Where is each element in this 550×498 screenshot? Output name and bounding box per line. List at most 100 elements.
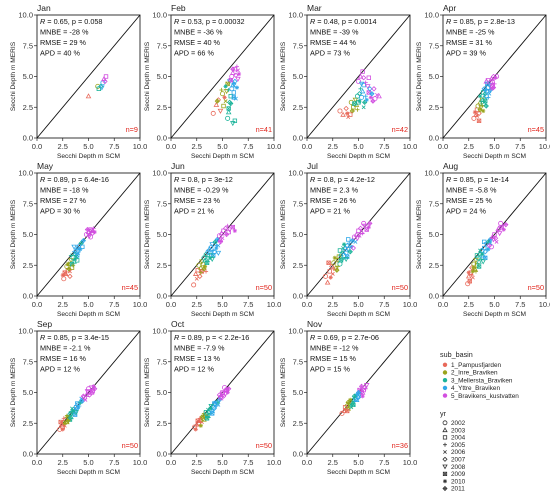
data-point (216, 402, 221, 407)
data-point (219, 91, 225, 97)
data-point (206, 258, 211, 263)
panel-nov: Nov 0.00.0 2.5 2.5 5.0 5.0 7.5 7.5 10.0 10.0 Secch… (280, 319, 417, 476)
data-point (96, 86, 101, 91)
data-point (492, 232, 497, 237)
data-point (489, 234, 496, 240)
data-point (68, 411, 74, 416)
data-point (480, 103, 485, 109)
data-point (68, 253, 74, 258)
data-point (353, 239, 358, 244)
data-point (345, 399, 351, 406)
data-point (363, 80, 368, 85)
data-point (476, 258, 482, 264)
x-tick-label: 7.5 (379, 142, 389, 151)
data-point (471, 115, 477, 121)
legend-title-yr: yr (440, 409, 447, 418)
data-point (331, 260, 337, 266)
legend-year-label: 2006 (451, 449, 466, 456)
stat-r: R = 0.8, p = 3e-12 (174, 175, 233, 184)
sample-count: n=50 (122, 441, 138, 450)
data-point (70, 406, 74, 411)
y-tick-label: 2.5 (23, 419, 33, 428)
stat-r: R = 0.8, p = 4.2e-12 (310, 175, 375, 184)
stat-rmse: RMSE = 29 % (40, 38, 87, 47)
sample-count: n=9 (126, 125, 138, 134)
x-axis-label: Secchi Depth m SCM (327, 311, 390, 318)
x-tick-label: 7.5 (109, 300, 119, 309)
stat-rmse: RMSE = 15 % (310, 354, 357, 363)
y-tick-label: 7.5 (23, 41, 33, 50)
data-point (324, 279, 331, 285)
data-point (355, 389, 362, 396)
y-tick-label: 7.5 (293, 199, 303, 208)
data-point (226, 386, 232, 392)
y-tick-label: 10.0 (288, 169, 303, 178)
data-point (191, 282, 197, 288)
data-point (363, 383, 370, 389)
y-tick-label: 0.0 (293, 450, 303, 459)
data-point (355, 107, 360, 112)
legend-sub-basin-label: 3_Mellersta_Braviken (451, 377, 513, 384)
stat-rmse: RMSE = 31 % (446, 38, 493, 47)
stat-mnbe: MNBE = -7.9 % (174, 344, 225, 353)
sample-count: n=45 (122, 283, 138, 292)
x-tick-label: 10.0 (403, 142, 418, 151)
stat-apd: APD = 21 % (310, 207, 350, 216)
data-point (61, 276, 67, 282)
panel-title: May (37, 161, 54, 171)
data-point (346, 237, 351, 242)
data-point (349, 244, 354, 249)
y-axis-label: Secchi Depth m MERIS (144, 357, 151, 427)
data-point (229, 86, 235, 92)
y-tick-label: 10.0 (18, 169, 33, 178)
data-point (71, 244, 77, 250)
x-axis-label: Secchi Depth m SCM (57, 469, 120, 476)
y-tick-label: 2.5 (157, 419, 167, 428)
identity-line (170, 330, 275, 455)
data-point (219, 391, 226, 397)
data-point (65, 261, 70, 267)
x-axis-label: Secchi Depth m SCM (191, 311, 254, 318)
y-tick-label: 0.0 (293, 292, 303, 301)
y-tick-label: 2.5 (23, 261, 33, 270)
stat-apd: APD = 73 % (310, 49, 350, 58)
data-point (465, 273, 472, 279)
data-point (485, 81, 490, 87)
x-tick-label: 0.0 (438, 142, 448, 151)
legend-year-label: 2005 (451, 442, 466, 449)
data-point (352, 97, 359, 103)
x-tick-label: 10.0 (133, 142, 148, 151)
data-point (65, 418, 71, 424)
data-point (194, 276, 199, 281)
y-tick-label: 5.0 (157, 72, 167, 81)
y-tick-label: 7.5 (23, 357, 33, 366)
data-point (360, 394, 365, 399)
data-point (84, 389, 91, 395)
sample-count: n=36 (392, 441, 408, 450)
panel-apr: Apr 0.00.0 2.5 2.5 5.0 5.0 7.5 7.5 10.0 10.0 Secch… (416, 3, 550, 160)
stat-r: R = 0.48, p = 0.0014 (310, 17, 377, 26)
panel-title: Feb (171, 3, 186, 13)
x-tick-label: 5.0 (217, 458, 227, 467)
legend-year-label: 2003 (451, 427, 466, 434)
data-point (222, 387, 229, 393)
data-point (86, 232, 91, 237)
data-point (503, 221, 509, 228)
y-tick-label: 7.5 (23, 199, 33, 208)
legend-swatch (442, 362, 448, 367)
data-point (99, 85, 105, 91)
legend-year-label: 2009 (451, 471, 466, 478)
data-point (481, 108, 486, 114)
x-tick-label: 5.0 (83, 300, 93, 309)
data-point (223, 84, 228, 89)
data-point (195, 267, 200, 273)
y-tick-label: 5.0 (157, 388, 167, 397)
y-axis-label: Secchi Depth m MERIS (416, 199, 423, 269)
y-tick-label: 5.0 (429, 230, 439, 239)
data-point (80, 244, 85, 249)
data-point (192, 270, 199, 276)
y-axis-label: Secchi Depth m MERIS (280, 199, 287, 269)
legend-year-marker (442, 427, 448, 433)
y-tick-label: 5.0 (429, 72, 439, 81)
data-point (60, 427, 65, 432)
